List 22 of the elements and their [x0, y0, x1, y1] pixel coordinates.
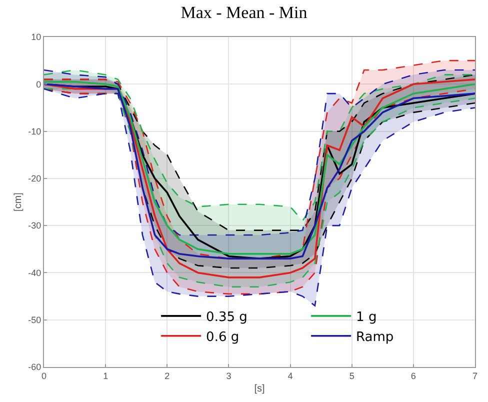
y-tick-label: -60	[28, 362, 42, 372]
x-tick-label: 3	[226, 370, 232, 381]
x-tick-label: 2	[164, 370, 170, 381]
y-tick-label: 10	[31, 32, 42, 42]
x-tick-label: 5	[349, 370, 354, 381]
y-tick-label: -40	[28, 268, 42, 278]
x-axis-title: [s]	[254, 383, 265, 394]
legend-label: 1 g	[356, 310, 377, 326]
legend-label: 0.35 g	[206, 310, 248, 326]
x-tick-label: 6	[410, 370, 416, 381]
y-tick-label: -50	[28, 315, 42, 326]
y-tick-label: -10	[28, 126, 42, 136]
legend-label: Ramp	[356, 330, 394, 345]
y-tick-label: -30	[28, 220, 42, 231]
y-tick-label: 0	[36, 79, 42, 90]
legend-label: 0.6 g	[206, 330, 240, 345]
y-tick-label: -20	[28, 174, 42, 184]
x-tick-label: 4	[288, 370, 293, 381]
x-tick-label: 1	[103, 370, 108, 381]
x-tick-label: 7	[472, 370, 478, 381]
chart-title: Max - Mean - Min	[180, 2, 308, 22]
y-axis-title: [cm]	[13, 192, 24, 212]
